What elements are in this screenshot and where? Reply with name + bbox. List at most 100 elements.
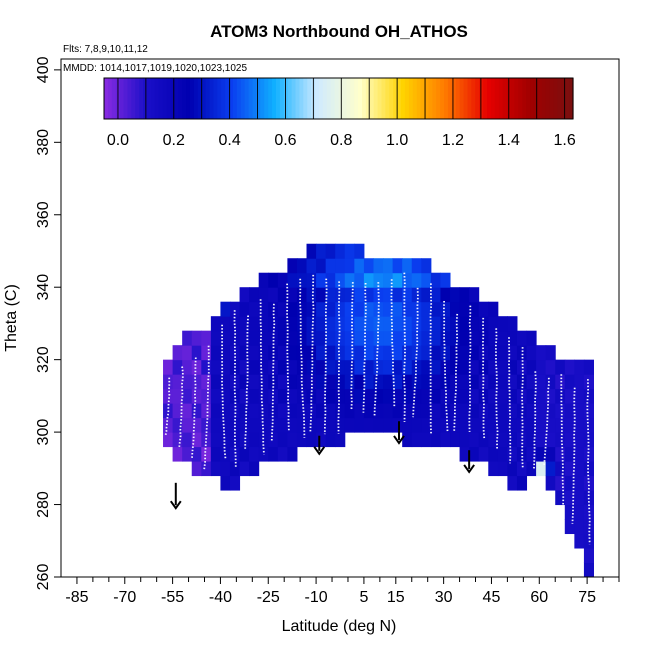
- heatmap-cell: [497, 316, 508, 332]
- heatmap-cell: [545, 388, 556, 404]
- heatmap-cell: [172, 446, 183, 462]
- heatmap-cell: [354, 330, 365, 346]
- colorbar-segment: [436, 78, 441, 119]
- heatmap-cell: [373, 359, 384, 375]
- heatmap-cell: [392, 258, 403, 274]
- heatmap-cell: [392, 287, 403, 303]
- heatmap-cell: [526, 432, 537, 448]
- flight-arrow-head: [313, 446, 326, 456]
- heatmap-cell: [450, 330, 461, 346]
- heatmap-cell: [191, 432, 202, 448]
- colorbar-segment: [358, 78, 363, 119]
- colorbar-segment: [373, 78, 379, 119]
- heatmap-cell: [478, 345, 489, 361]
- heatmap-cell: [316, 301, 327, 317]
- heatmap-cell: [316, 374, 327, 390]
- heatmap-cell: [392, 345, 403, 361]
- heatmap-cell: [249, 287, 260, 303]
- colorbar-segment: [146, 78, 152, 119]
- heatmap-cell: [191, 388, 202, 404]
- flight-track-line: [178, 366, 184, 448]
- colorbar-segment: [127, 78, 132, 119]
- heatmap-cell: [325, 301, 336, 317]
- heatmap-cell: [363, 258, 374, 274]
- heatmap-cell: [335, 345, 346, 361]
- heatmap-cell: [574, 432, 585, 448]
- heatmap-cell: [258, 446, 269, 462]
- colorbar-segment: [530, 78, 535, 119]
- heatmap-cell: [316, 417, 327, 433]
- heatmap-cell: [459, 374, 470, 390]
- heatmap-cell: [210, 330, 221, 346]
- colorbar-segment: [490, 78, 496, 119]
- heatmap-cell: [201, 446, 212, 462]
- heatmap-cell: [507, 475, 518, 491]
- heatmap-cell: [507, 374, 518, 390]
- heatmap-cell: [402, 345, 413, 361]
- heatmap-cell: [249, 403, 260, 419]
- heatmap-cell: [239, 461, 250, 477]
- colorbar-segment: [186, 78, 191, 119]
- colorbar-segment: [354, 78, 359, 119]
- heatmap-cell: [335, 243, 346, 259]
- heatmap-cell: [450, 359, 461, 375]
- heatmap-cell: [383, 403, 394, 419]
- heatmap-cell: [450, 432, 461, 448]
- heatmap-cell: [459, 403, 470, 419]
- colorbar-segment: [322, 78, 328, 119]
- heatmap-cell: [430, 374, 441, 390]
- x-axis-label: Latitude (deg N): [282, 618, 397, 635]
- heatmap-cell: [507, 345, 518, 361]
- heatmap-cell: [258, 287, 269, 303]
- colorbar-segment: [178, 78, 183, 119]
- heatmap-cell: [555, 446, 566, 462]
- heatmap-cell: [277, 417, 288, 433]
- heatmap-cell: [507, 316, 518, 332]
- heatmap-cell: [239, 316, 250, 332]
- heatmap-cell: [287, 287, 298, 303]
- colorbar-segment: [401, 78, 406, 119]
- heatmap-cell: [526, 417, 537, 433]
- heatmap-cell: [163, 432, 174, 448]
- heatmap-cell: [440, 388, 451, 404]
- colorbar-segment: [205, 78, 211, 119]
- heatmap-cell: [249, 388, 260, 404]
- heatmap-cell: [402, 374, 413, 390]
- heatmap-cell: [239, 446, 250, 462]
- heatmap-cell: [249, 417, 260, 433]
- heatmap-cell: [574, 388, 585, 404]
- heatmap-cell: [220, 417, 231, 433]
- heatmap-cell: [268, 301, 279, 317]
- colorbar-segment: [397, 78, 402, 119]
- heatmap-cell: [277, 316, 288, 332]
- heatmap-cell: [306, 432, 317, 448]
- heatmap-cell: [277, 359, 288, 375]
- heatmap-cell: [268, 374, 279, 390]
- heatmap-cell: [526, 403, 537, 419]
- flight-track-line: [259, 299, 265, 455]
- heatmap-cell: [229, 301, 241, 317]
- heatmap-cell: [536, 388, 547, 404]
- colorbar-segment: [197, 78, 203, 119]
- heatmap-cell: [210, 432, 221, 448]
- colorbar-segment: [514, 78, 519, 119]
- heatmap-cell: [316, 432, 327, 448]
- colorbar-segment: [424, 78, 429, 119]
- heatmap-cell: [335, 316, 346, 332]
- heatmap-cell: [440, 345, 451, 361]
- heatmap-cell: [450, 287, 461, 303]
- heatmap-cell: [402, 272, 413, 288]
- colorbar-segment: [174, 78, 179, 119]
- flight-arrow-head: [169, 500, 182, 510]
- heatmap-cell: [526, 359, 537, 375]
- heatmap-cell: [488, 359, 499, 375]
- heatmap-cell: [249, 359, 260, 375]
- heatmap-cell: [469, 374, 480, 390]
- heatmap-cell: [191, 461, 202, 477]
- colorbar-segment: [518, 78, 523, 119]
- heatmap-cell: [430, 417, 441, 433]
- heatmap-cell: [440, 432, 451, 448]
- colorbar-segment: [158, 78, 164, 119]
- heatmap-cell: [172, 345, 183, 361]
- heatmap-cell: [287, 432, 298, 448]
